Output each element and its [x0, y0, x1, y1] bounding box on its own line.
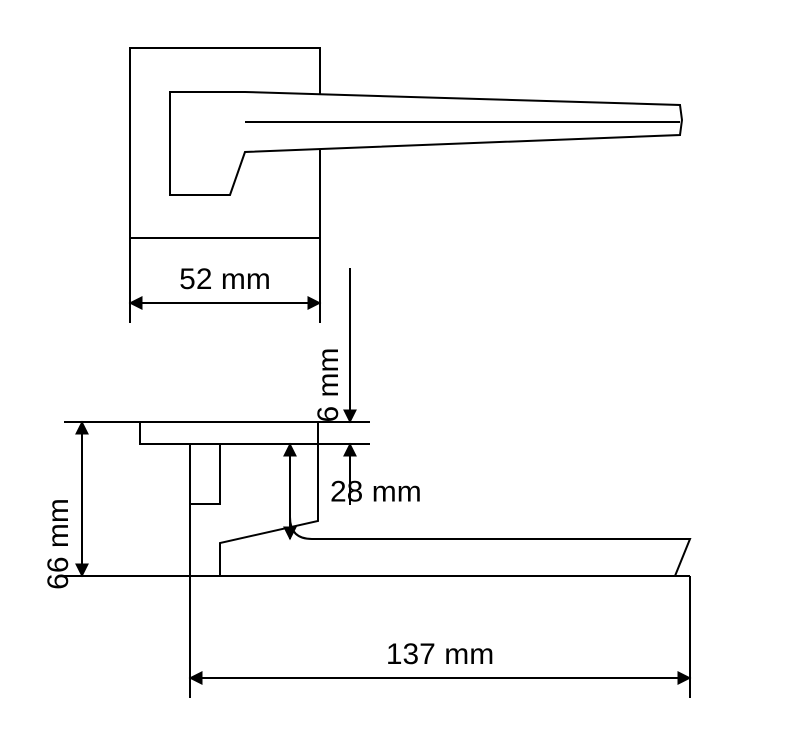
front-view [130, 48, 682, 238]
dim-label-66: 66 mm [42, 498, 75, 590]
dim-52mm: 52 mm [130, 238, 320, 323]
technical-drawing: 52 mm 6 mm 28 mm 66 mm 137 mm [0, 0, 789, 755]
dim-label-52: 52 mm [179, 263, 271, 296]
dim-label-137: 137 mm [386, 638, 494, 671]
dim-label-6: 6 mm [312, 348, 345, 423]
lever-outline [170, 92, 682, 195]
dim-label-28: 28 mm [330, 476, 422, 509]
dim-28mm: 28 mm [290, 444, 422, 539]
spindle [190, 444, 220, 504]
rose-plate-side [140, 422, 318, 444]
